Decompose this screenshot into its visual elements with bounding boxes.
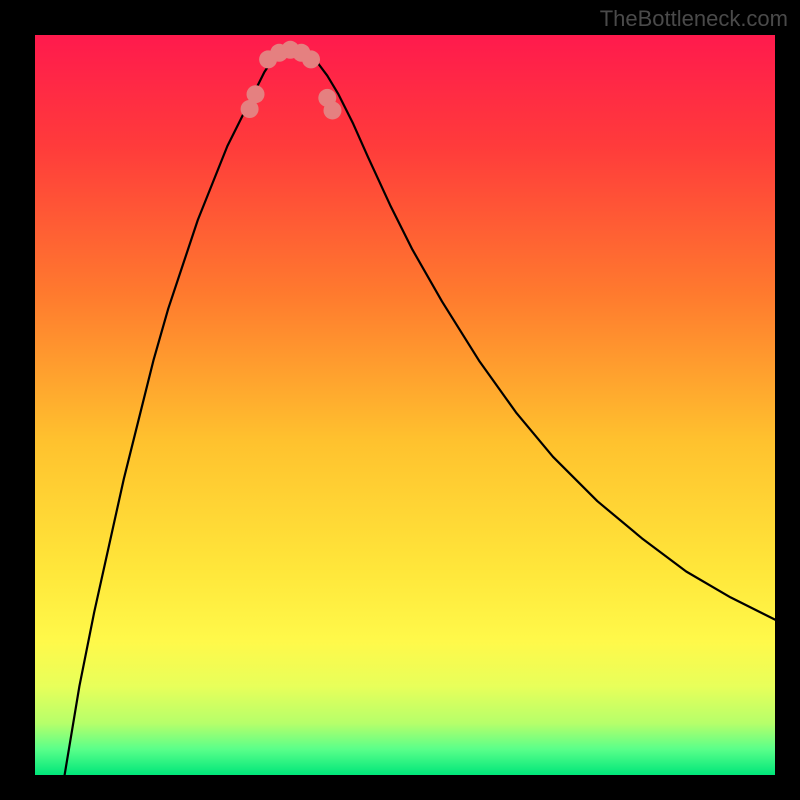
curve-marker [247, 85, 265, 103]
marker-group [241, 41, 342, 120]
chart-svg [35, 35, 775, 775]
bottleneck-curve [65, 48, 775, 775]
curve-marker [323, 101, 341, 119]
watermark-text: TheBottleneck.com [600, 6, 788, 32]
curve-marker [302, 50, 320, 68]
bottleneck-chart [35, 35, 775, 775]
